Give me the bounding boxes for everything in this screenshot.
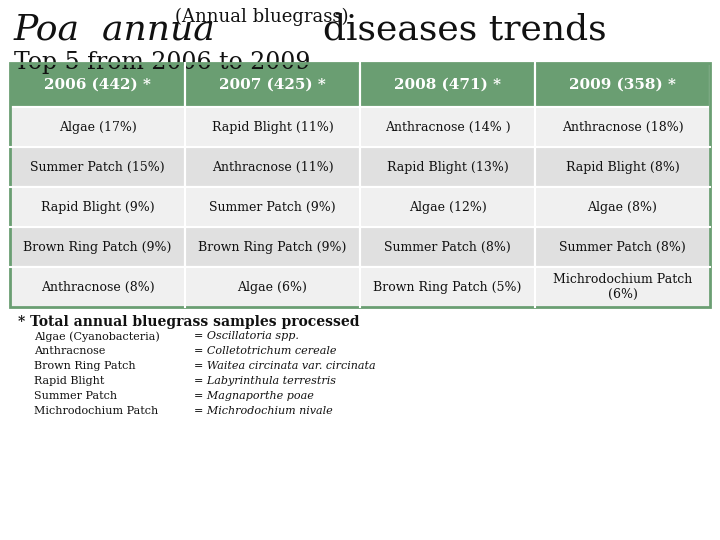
Text: Rapid Blight: Rapid Blight xyxy=(34,376,104,386)
Text: Summer Patch (8%): Summer Patch (8%) xyxy=(384,240,511,253)
Text: = Colletotrichum cereale: = Colletotrichum cereale xyxy=(194,346,336,356)
Bar xyxy=(185,147,360,187)
Text: Brown Ring Patch (5%): Brown Ring Patch (5%) xyxy=(373,280,522,294)
Bar xyxy=(360,187,535,227)
Bar xyxy=(10,187,185,227)
Bar xyxy=(185,107,360,147)
Text: Michrodochium Patch: Michrodochium Patch xyxy=(34,406,158,416)
Text: Anthracnose: Anthracnose xyxy=(34,346,105,356)
Text: (Annual bluegrass): (Annual bluegrass) xyxy=(175,8,348,26)
Text: Anthracnose (8%): Anthracnose (8%) xyxy=(41,280,154,294)
Bar xyxy=(360,63,535,107)
Text: 2009 (358) *: 2009 (358) * xyxy=(569,78,676,92)
Text: = Waitea circinata var. circinata: = Waitea circinata var. circinata xyxy=(194,361,376,371)
Bar xyxy=(10,63,710,307)
Text: Summer Patch (8%): Summer Patch (8%) xyxy=(559,240,686,253)
Bar xyxy=(535,267,710,307)
Text: Algae (6%): Algae (6%) xyxy=(238,280,307,294)
Text: 2008 (471) *: 2008 (471) * xyxy=(394,78,501,92)
Text: Brown Ring Patch: Brown Ring Patch xyxy=(34,361,135,371)
Bar xyxy=(535,187,710,227)
Bar xyxy=(360,147,535,187)
Text: Algae (12%): Algae (12%) xyxy=(409,200,487,213)
Text: Rapid Blight (11%): Rapid Blight (11%) xyxy=(212,120,333,133)
Text: Rapid Blight (8%): Rapid Blight (8%) xyxy=(566,160,680,173)
Text: = Oscillatoria spp.: = Oscillatoria spp. xyxy=(194,331,299,341)
Text: Algae (17%): Algae (17%) xyxy=(58,120,136,133)
Text: = Magnaporthe poae: = Magnaporthe poae xyxy=(194,391,314,401)
Text: Summer Patch: Summer Patch xyxy=(34,391,117,401)
Text: diseases trends: diseases trends xyxy=(323,13,607,47)
Text: Algae (Cyanobacteria): Algae (Cyanobacteria) xyxy=(34,331,160,342)
Bar xyxy=(535,227,710,267)
Text: Rapid Blight (9%): Rapid Blight (9%) xyxy=(41,200,154,213)
Text: Michrodochium Patch
(6%): Michrodochium Patch (6%) xyxy=(553,273,692,301)
Bar xyxy=(535,147,710,187)
Text: Anthracnose (14% ): Anthracnose (14% ) xyxy=(384,120,510,133)
Bar xyxy=(185,63,360,107)
Text: Anthracnose (18%): Anthracnose (18%) xyxy=(562,120,683,133)
Text: Brown Ring Patch (9%): Brown Ring Patch (9%) xyxy=(198,240,347,253)
Text: = Michrodochium nivale: = Michrodochium nivale xyxy=(194,406,333,416)
Bar xyxy=(360,267,535,307)
Bar xyxy=(360,227,535,267)
Text: Poa  annua: Poa annua xyxy=(14,13,216,47)
Bar xyxy=(185,187,360,227)
Bar xyxy=(10,267,185,307)
Text: Brown Ring Patch (9%): Brown Ring Patch (9%) xyxy=(23,240,171,253)
Text: Summer Patch (9%): Summer Patch (9%) xyxy=(210,200,336,213)
Text: Top 5 from 2006 to 2009: Top 5 from 2006 to 2009 xyxy=(14,51,310,74)
Bar xyxy=(535,63,710,107)
Bar xyxy=(185,267,360,307)
Text: 2006 (442) *: 2006 (442) * xyxy=(44,78,151,92)
Text: Summer Patch (15%): Summer Patch (15%) xyxy=(30,160,165,173)
Bar xyxy=(10,227,185,267)
Text: Anthracnose (11%): Anthracnose (11%) xyxy=(212,160,333,173)
Text: Rapid Blight (13%): Rapid Blight (13%) xyxy=(387,160,508,173)
Bar xyxy=(360,107,535,147)
Bar xyxy=(535,107,710,147)
Text: * Total annual bluegrass samples processed: * Total annual bluegrass samples process… xyxy=(18,315,359,329)
Bar xyxy=(10,63,185,107)
Bar xyxy=(185,227,360,267)
Text: = Labyrinthula terrestris: = Labyrinthula terrestris xyxy=(194,376,336,386)
Bar xyxy=(10,107,185,147)
Text: 2007 (425) *: 2007 (425) * xyxy=(219,78,326,92)
Bar xyxy=(10,147,185,187)
Text: Algae (8%): Algae (8%) xyxy=(588,200,657,213)
